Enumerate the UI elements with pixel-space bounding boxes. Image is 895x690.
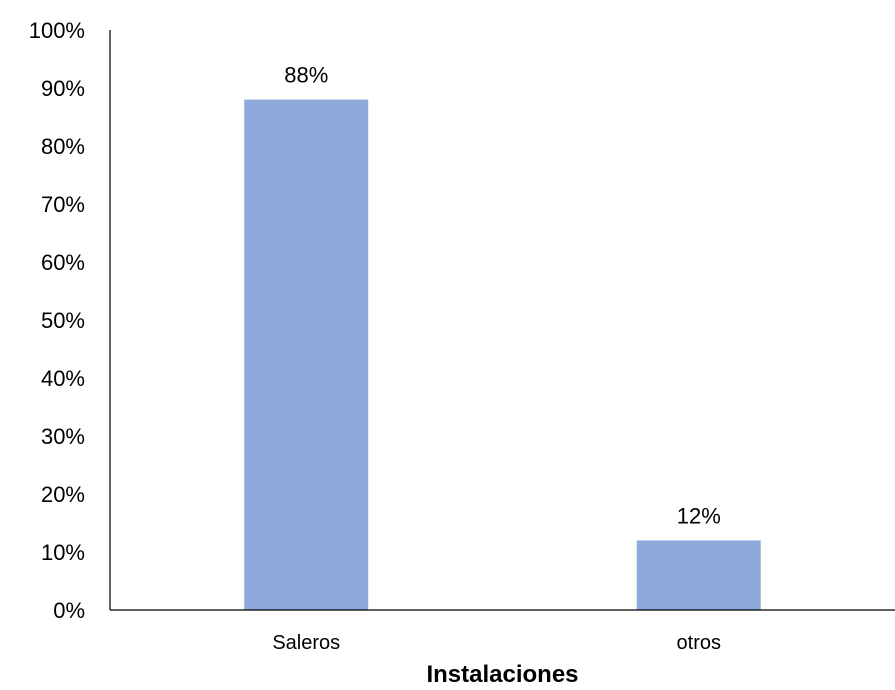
data-labels: 88% 12%	[284, 63, 721, 529]
x-axis-category-labels: Saleros otros	[272, 632, 721, 654]
y-tick-label: 70%	[41, 192, 85, 217]
y-axis-ticks: 0% 10% 20% 30% 40% 50% 60% 70% 80% 90% 100%	[29, 18, 85, 623]
bars	[244, 99, 761, 610]
y-tick-label: 0%	[53, 598, 85, 623]
y-tick-label: 40%	[41, 366, 85, 391]
y-tick-label: 50%	[41, 308, 85, 333]
bar-otros	[636, 540, 761, 610]
category-label-saleros: Saleros	[272, 632, 340, 654]
y-tick-label: 90%	[41, 76, 85, 101]
y-tick-label: 60%	[41, 250, 85, 275]
y-tick-label: 100%	[29, 18, 85, 43]
y-tick-label: 80%	[41, 134, 85, 159]
bar-saleros	[244, 99, 369, 610]
y-tick-label: 20%	[41, 482, 85, 507]
y-tick-label: 10%	[41, 540, 85, 565]
x-axis-title: Instalaciones	[426, 661, 578, 688]
data-label-saleros: 88%	[284, 63, 328, 88]
category-label-otros: otros	[677, 632, 721, 654]
data-label-otros: 12%	[677, 503, 721, 528]
y-tick-label: 30%	[41, 424, 85, 449]
